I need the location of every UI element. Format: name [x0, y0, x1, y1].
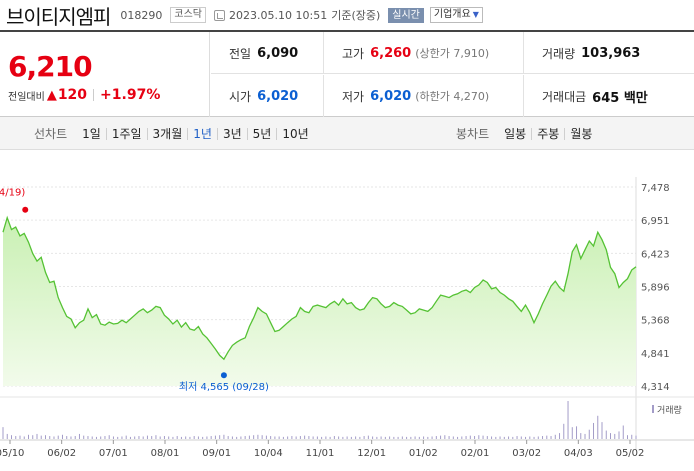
x-tick-label: 11/01	[306, 448, 335, 459]
quote-details: 전일 6,090 고가 6,260 (상한가 7,910) 거래량 103,96…	[211, 32, 694, 117]
candle-chart-label: 봉차트	[456, 127, 490, 141]
volume-legend: 거래량	[657, 404, 682, 416]
stock-code: 018290	[120, 8, 163, 22]
y-tick-label: 5,368	[641, 316, 670, 327]
max-point	[22, 206, 29, 213]
up-triangle-icon: ▲	[46, 87, 57, 103]
volume-cell: 거래량 103,963	[524, 32, 694, 74]
high-cell: 고가 6,260 (상한가 7,910)	[324, 32, 524, 74]
price-area	[3, 217, 636, 386]
current-price: 6,210	[8, 50, 93, 83]
open-value: 6,020	[257, 88, 299, 104]
line-chart-tabs: 선차트 1일 1주일 3개월 1년 3년 5년 10년	[34, 117, 314, 150]
y-tick-label: 4,841	[641, 349, 670, 360]
stock-name: 브이티지엠피	[6, 4, 111, 29]
x-tick-label: 01/02	[409, 448, 438, 459]
tab-candle-1[interactable]: 주봉	[532, 127, 566, 140]
low-label: 저가	[342, 89, 365, 104]
x-tick-label: 05/10	[0, 448, 24, 459]
open-cell: 시가 6,020	[211, 75, 324, 117]
tab-candle-0[interactable]: 일봉	[499, 127, 533, 140]
low-cell: 저가 6,020 (하한가 4,270)	[324, 75, 524, 117]
volume-label: 거래량	[542, 46, 576, 61]
x-tick-label: 08/01	[151, 448, 180, 459]
quote-panel: 6,210 전일대비 ▲ 120 +1.97% 전일 6,090 고가 6,26…	[0, 30, 694, 117]
y-tick-label: 7,478	[641, 183, 670, 194]
amount-value: 645 백만	[592, 90, 648, 106]
realtime-button[interactable]: 실시간	[388, 7, 424, 23]
x-tick-label: 07/01	[99, 448, 128, 459]
x-tick-label: 06/02	[47, 448, 76, 459]
chart-period-tabs: 선차트 1일 1주일 3개월 1년 3년 5년 10년 봉차트 일봉 주봉 월봉	[0, 117, 694, 150]
upper-limit: (상한가 7,910)	[415, 47, 490, 60]
price-change: 전일대비 ▲ 120 +1.97%	[8, 87, 160, 103]
chevron-down-icon: ▼	[472, 10, 479, 19]
volume-legend-swatch	[652, 405, 654, 413]
x-tick-label: 04/03	[564, 448, 593, 459]
company-info-dropdown[interactable]: 기업개요 ▼	[429, 7, 483, 23]
y-tick-label: 6,951	[641, 216, 670, 227]
low-value: 6,020	[370, 88, 412, 104]
tab-period-4[interactable]: 3년	[218, 127, 248, 140]
min-annotation: 최저 4,565 (09/28)	[179, 381, 269, 393]
prev-close-value: 6,090	[257, 45, 299, 61]
quote-basis: 기준(장중)	[331, 9, 381, 22]
company-info-label: 기업개요	[433, 9, 471, 20]
x-tick-label: 10/04	[254, 448, 283, 459]
stock-header: 브이티지엠피 018290 코스닥 2023.05.10 10:51 기준(장중…	[0, 0, 694, 30]
x-tick-label: 02/01	[461, 448, 490, 459]
lower-limit: (하한가 4,270)	[415, 90, 490, 103]
current-price-box: 6,210 전일대비 ▲ 120 +1.97%	[0, 32, 210, 117]
min-point	[220, 372, 227, 379]
volume-value: 103,963	[581, 45, 641, 61]
x-tick-label: 12/01	[357, 448, 386, 459]
y-tick-label: 5,896	[641, 283, 670, 294]
x-tick-label: 05/02	[616, 448, 645, 459]
amount-label: 거래대금	[542, 89, 587, 104]
tab-candle-2[interactable]: 월봉	[570, 126, 593, 141]
max-annotation: 최고 7,080 (04/19)	[0, 187, 25, 199]
divider	[93, 89, 95, 101]
prev-close-cell: 전일 6,090	[211, 32, 324, 74]
price-line	[2, 215, 637, 361]
tab-period-3[interactable]: 1년	[188, 127, 218, 140]
high-value: 6,260	[370, 45, 412, 61]
x-tick-label: 09/01	[202, 448, 231, 459]
change-percent: +1.97%	[100, 87, 161, 103]
quote-datetime: 2023.05.10 10:51	[229, 8, 328, 22]
high-label: 고가	[342, 46, 365, 61]
change-value: 120	[57, 87, 88, 103]
tab-period-5[interactable]: 5년	[248, 127, 278, 140]
line-chart-label: 선차트	[34, 127, 68, 141]
y-tick-label: 4,314	[641, 382, 670, 393]
market-badge: 코스닥	[170, 7, 207, 23]
tab-period-6[interactable]: 10년	[282, 126, 309, 141]
candle-chart-tabs: 봉차트 일봉 주봉 월봉	[456, 117, 597, 150]
clock-icon	[214, 9, 226, 21]
change-label: 전일대비	[8, 91, 45, 103]
amount-cell: 거래대금 645 백만	[524, 75, 694, 117]
x-tick-label: 03/02	[512, 448, 541, 459]
open-label: 시가	[229, 89, 252, 104]
tab-period-2[interactable]: 3개월	[148, 127, 189, 140]
y-tick-label: 6,423	[641, 249, 670, 260]
tab-period-0[interactable]: 1일	[77, 127, 107, 140]
prev-close-label: 전일	[229, 46, 252, 61]
price-chart: 7,478 6,951 6,423 5,896 5,368 4,841 4,314 최고 7…	[0, 177, 694, 459]
tab-period-1[interactable]: 1주일	[107, 127, 148, 140]
